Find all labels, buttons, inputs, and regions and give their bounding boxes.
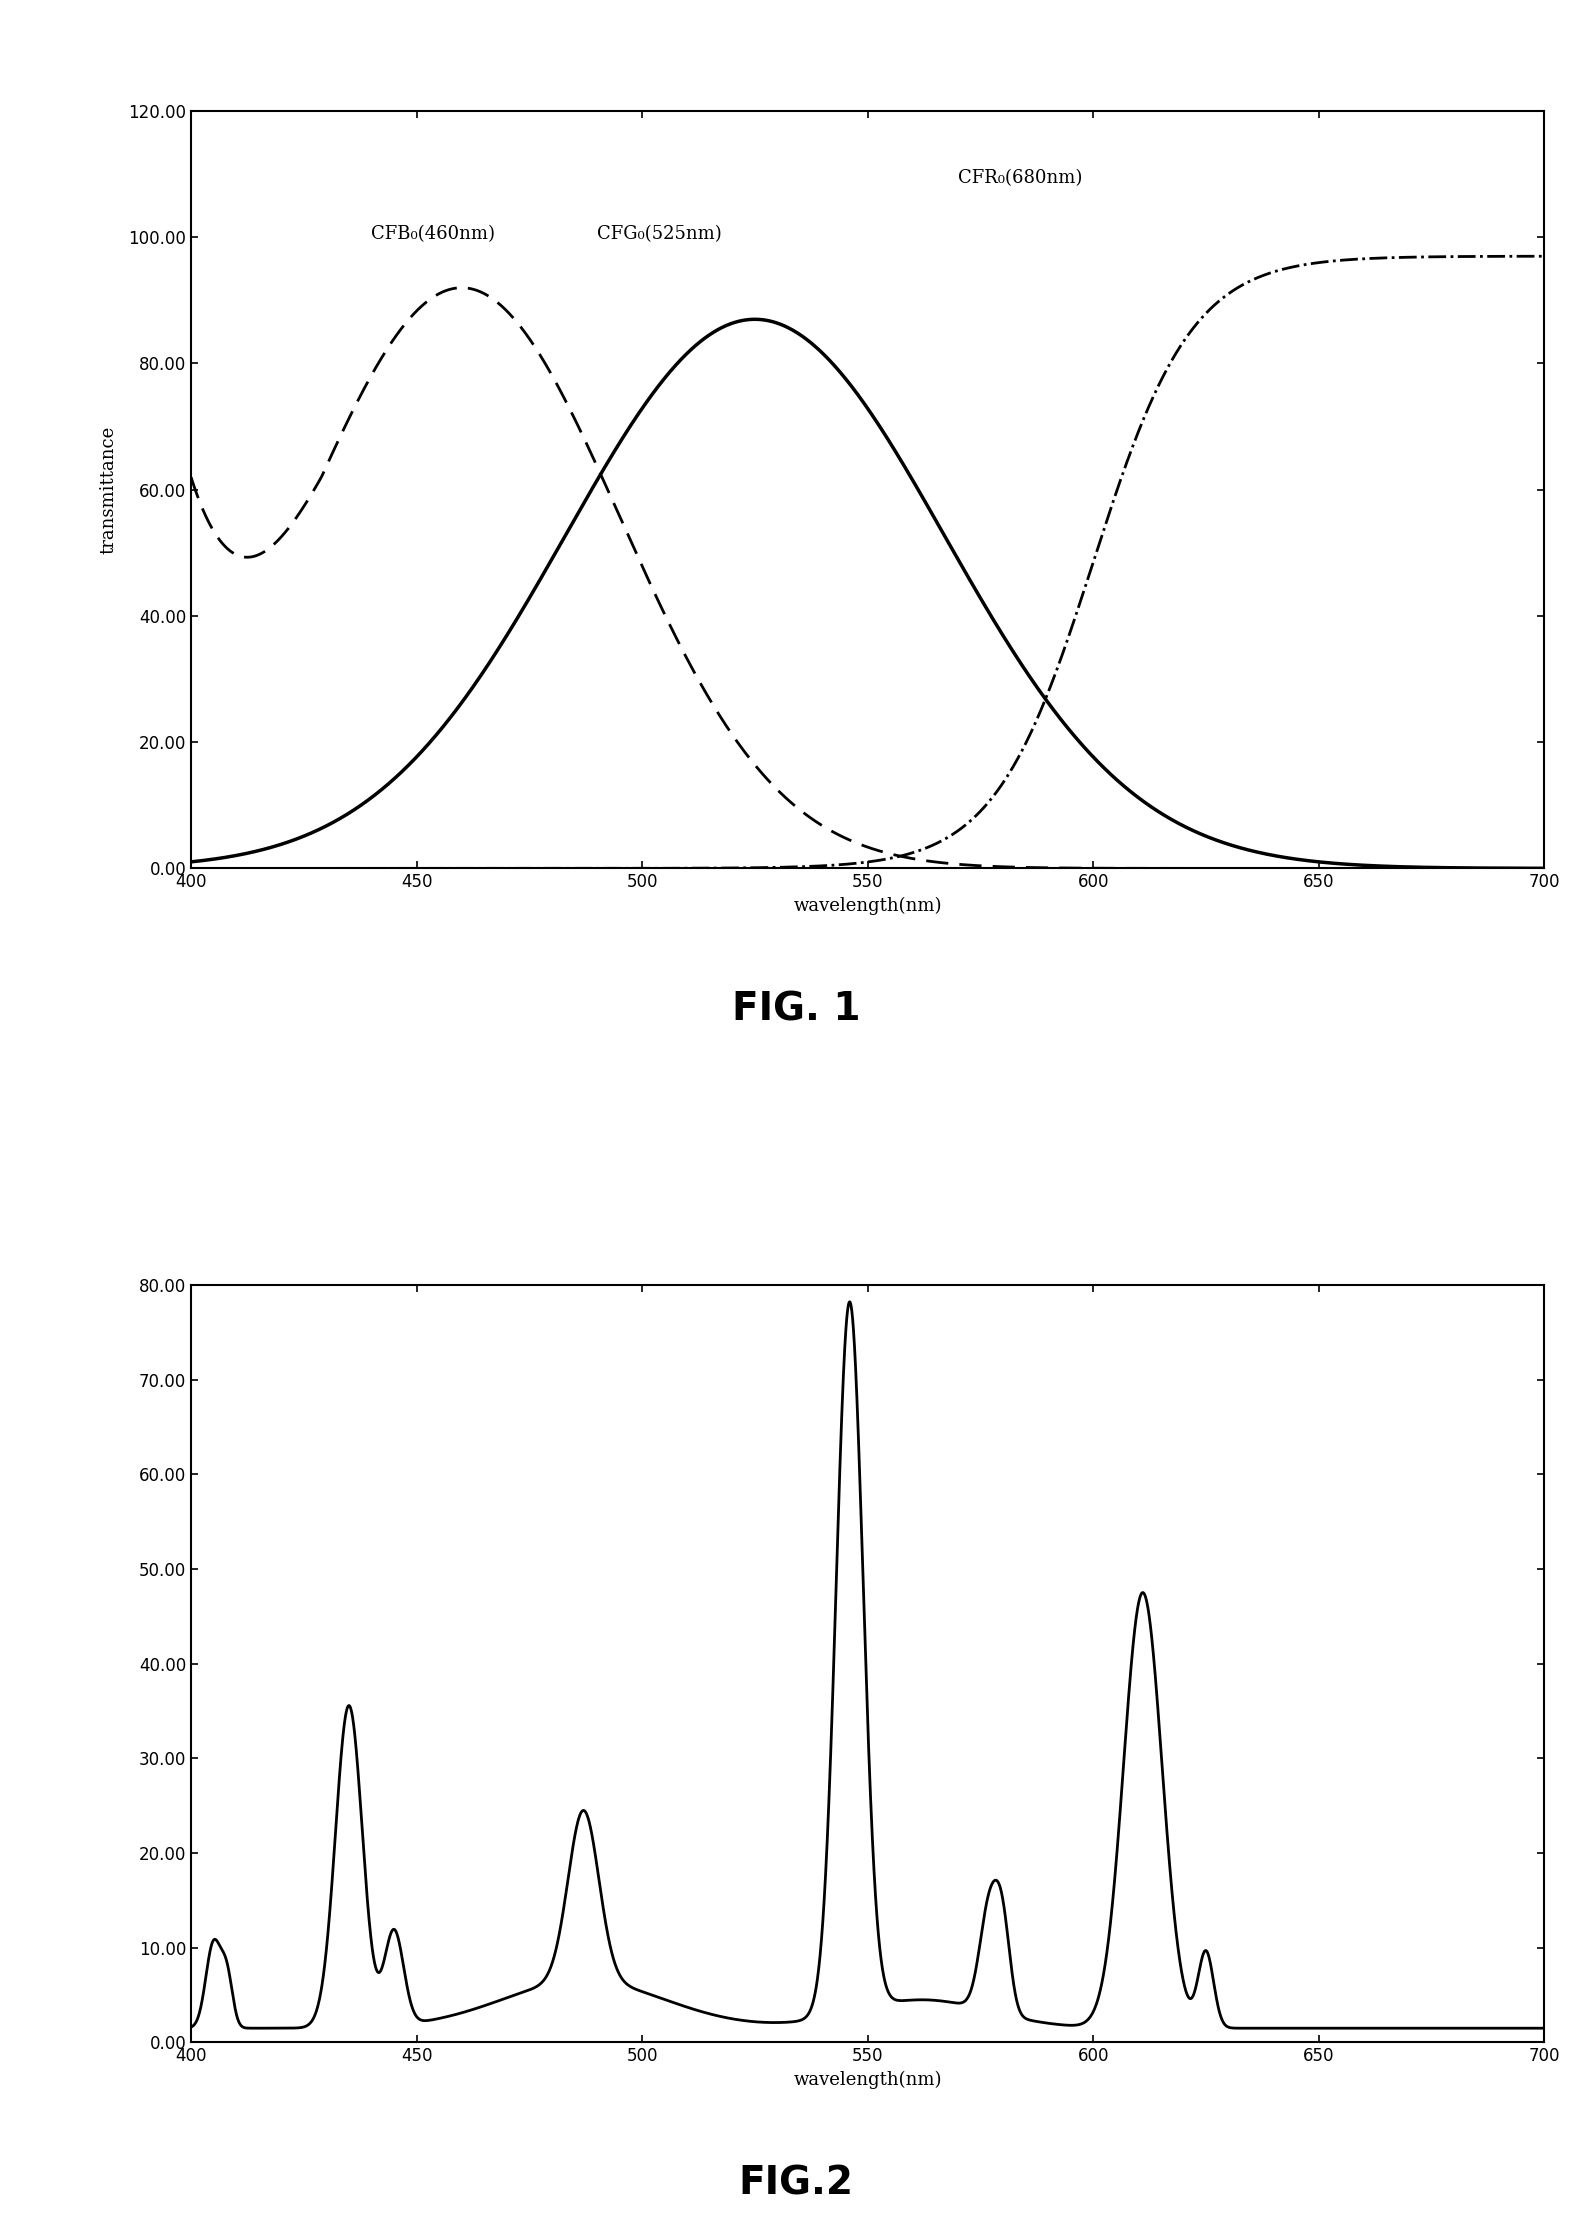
Text: CFR₀(680nm): CFR₀(680nm) xyxy=(958,169,1083,186)
Text: CFG₀(525nm): CFG₀(525nm) xyxy=(597,226,721,244)
X-axis label: wavelength(nm): wavelength(nm) xyxy=(793,897,942,915)
Text: CFB₀(460nm): CFB₀(460nm) xyxy=(371,226,495,244)
Text: FIG. 1: FIG. 1 xyxy=(732,990,860,1028)
Text: FIG.2: FIG.2 xyxy=(739,2164,853,2202)
Y-axis label: transmittance: transmittance xyxy=(99,426,118,553)
X-axis label: wavelength(nm): wavelength(nm) xyxy=(793,2071,942,2089)
